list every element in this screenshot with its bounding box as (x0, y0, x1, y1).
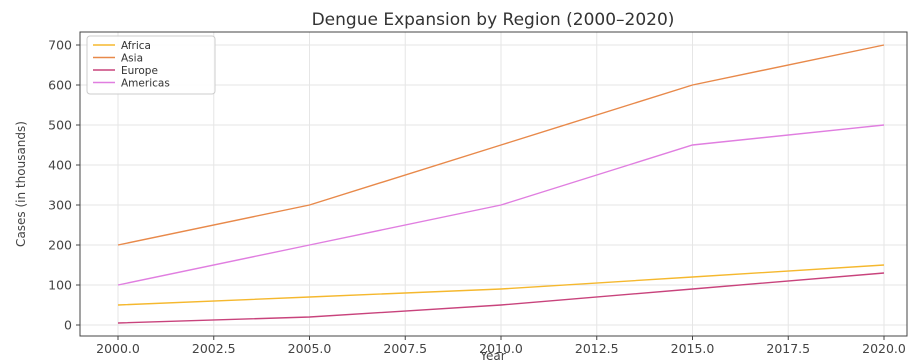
y-tick-label: 0 (64, 318, 72, 333)
chart-title: Dengue Expansion by Region (2000–2020) (312, 10, 675, 30)
y-tick-label: 300 (48, 198, 72, 213)
series-line-americas (117, 124, 885, 286)
y-axis-label: Cases (in thousands) (14, 121, 28, 247)
x-tick-label: 2015.0 (671, 341, 715, 356)
x-tick-label: 2000.0 (96, 341, 140, 356)
x-tick-label: 2002.5 (192, 341, 236, 356)
series-line-europe (117, 272, 885, 324)
x-tick-label: 2012.5 (575, 341, 619, 356)
legend-label-asia: Asia (121, 52, 143, 64)
series-line-africa (117, 264, 885, 306)
x-tick-label: 2020.0 (862, 341, 906, 356)
x-axis-ticks: 2000.0 2002.5 2005.0 2007.5 2010.0 2012.5 2015… (96, 336, 906, 356)
grid (80, 32, 907, 336)
y-tick-label: 500 (48, 118, 72, 133)
legend-box (86, 35, 216, 95)
legend-label-europe: Europe (121, 65, 158, 77)
legend-label-americas: Americas (121, 77, 170, 89)
y-axis-ticks: 0 100 200 300 400 500 600 700 (48, 38, 80, 333)
series-line-asia (117, 44, 885, 246)
y-tick-label: 400 (48, 158, 72, 173)
x-tick-label: 2005.0 (288, 341, 332, 356)
legend-label-africa: Africa (121, 40, 151, 52)
plot-frame (79, 31, 908, 337)
y-tick-label: 700 (48, 38, 72, 53)
x-tick-label: 2010.0 (479, 341, 523, 356)
x-axis-label: Year (479, 349, 505, 362)
y-tick-label: 600 (48, 78, 72, 93)
x-tick-label: 2007.5 (383, 341, 427, 356)
y-tick-label: 100 (48, 278, 72, 293)
y-tick-label: 200 (48, 238, 72, 253)
series-lines (117, 44, 885, 324)
x-tick-label: 2017.5 (766, 341, 810, 356)
